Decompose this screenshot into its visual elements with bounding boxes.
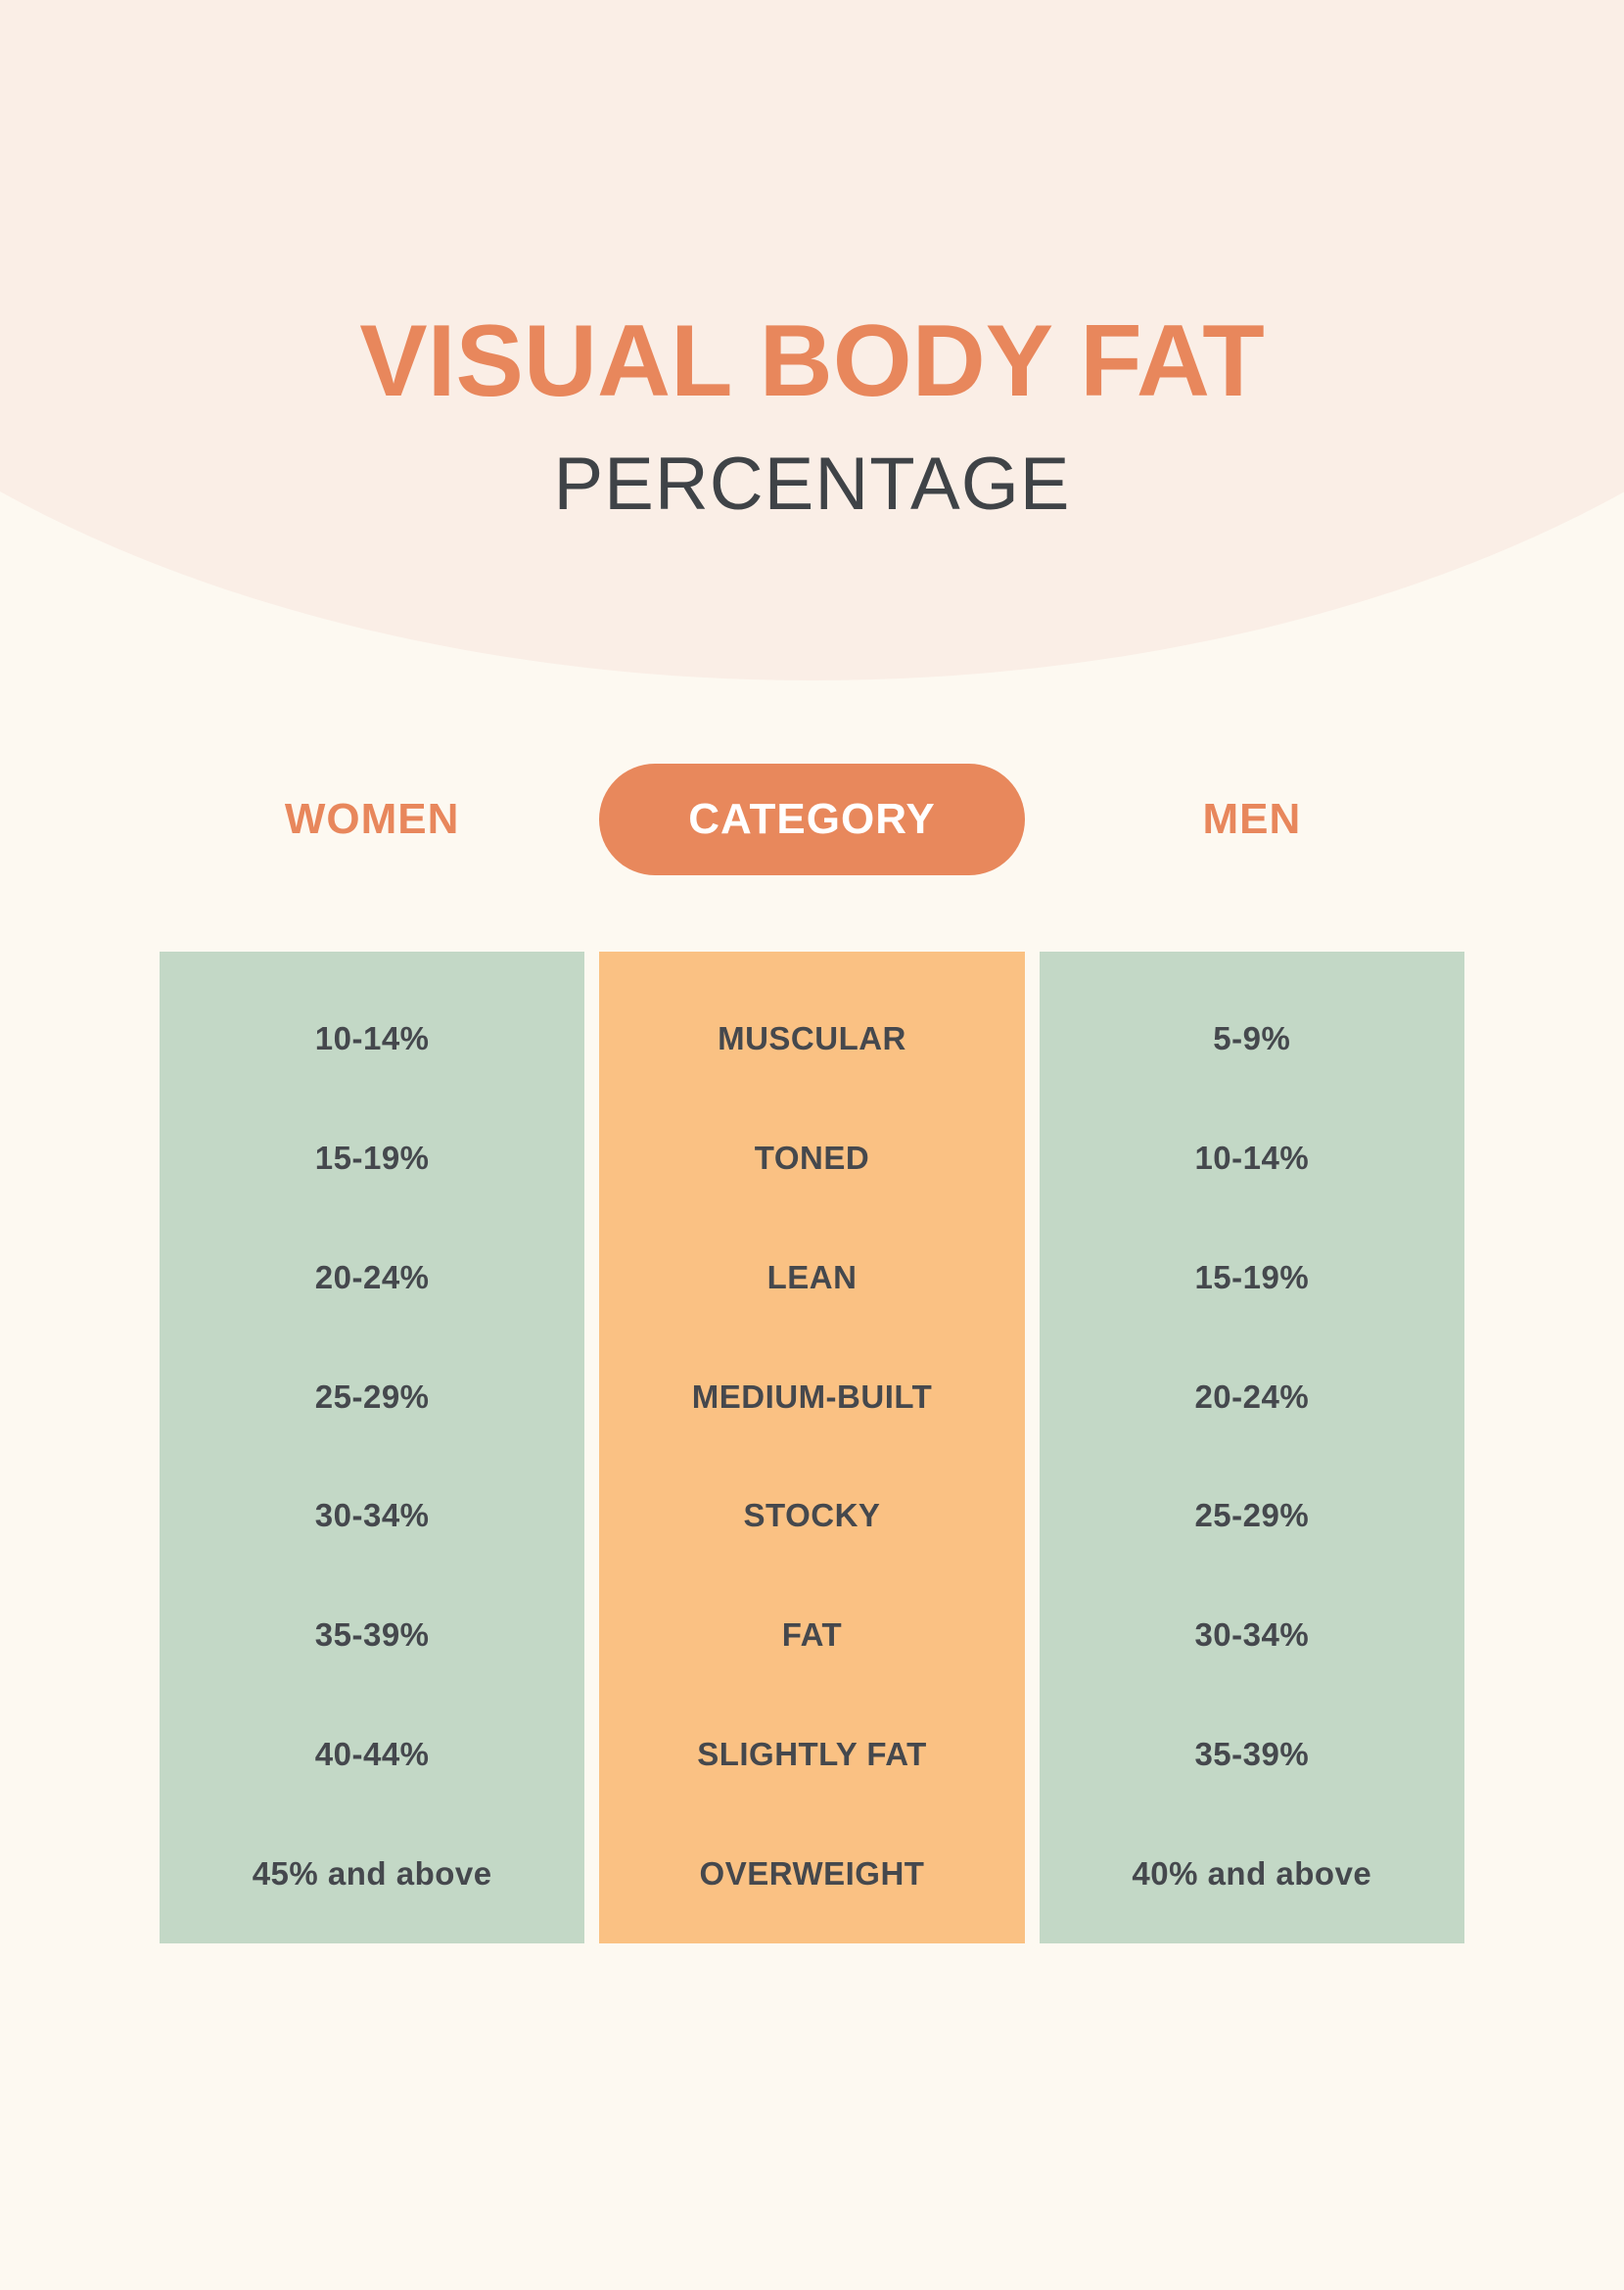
table-cell: LEAN (766, 1258, 858, 1295)
table-cell: 20-24% (314, 1258, 430, 1295)
hero-curved-background (0, 0, 1624, 680)
table-cell: 15-19% (1194, 1258, 1310, 1295)
table-cell: 30-34% (314, 1497, 430, 1534)
category-column: MUSCULAR TONED LEAN MEDIUM-BUILT STOCKY FAT SL… (599, 952, 1025, 1943)
table-cell: 20-24% (1194, 1378, 1310, 1415)
title-block: VISUAL BODY FAT PERCENTAGE (0, 310, 1624, 522)
table-cell: SLIGHTLY FAT (697, 1736, 927, 1773)
category-header-pill: CATEGORY (599, 764, 1025, 875)
table-cell: 10-14% (1194, 1139, 1310, 1176)
table-cell: 5-9% (1213, 1019, 1291, 1056)
page-subtitle: PERCENTAGE (553, 443, 1071, 526)
table-cell: 40% and above (1132, 1855, 1372, 1893)
table-cell: 35-39% (1194, 1736, 1310, 1773)
table-cell: STOCKY (743, 1497, 881, 1534)
table-cell: OVERWEIGHT (699, 1855, 925, 1893)
category-header-label: CATEGORY (688, 795, 936, 843)
table-cell: MUSCULAR (718, 1019, 906, 1056)
men-column: 5-9% 10-14% 15-19% 20-24% 25-29% 30-34% 35-39%… (1039, 952, 1464, 1943)
women-column-header: WOMEN (284, 795, 460, 843)
body-fat-table: 10-14% 15-19% 20-24% 25-29% 30-34% 35-39% 40-4… (160, 952, 1464, 1943)
table-cell: 35-39% (314, 1616, 430, 1654)
table-cell: FAT (781, 1616, 843, 1654)
table-cell: 30-34% (1194, 1616, 1310, 1654)
table-cell: 45% and above (252, 1855, 492, 1893)
column-headers: WOMEN CATEGORY MEN (160, 764, 1464, 875)
table-cell: 25-29% (1194, 1497, 1310, 1534)
women-column: 10-14% 15-19% 20-24% 25-29% 30-34% 35-39% 40-4… (160, 952, 585, 1943)
table-cell: TONED (754, 1139, 870, 1176)
table-cell: 15-19% (314, 1139, 430, 1176)
page-title: VISUAL BODY FAT (359, 304, 1265, 418)
table-cell: 10-14% (314, 1019, 430, 1056)
table-cell: MEDIUM-BUILT (691, 1378, 933, 1415)
table-cell: 40-44% (314, 1736, 430, 1773)
men-column-header: MEN (1202, 795, 1302, 843)
table-cell: 25-29% (314, 1378, 430, 1415)
